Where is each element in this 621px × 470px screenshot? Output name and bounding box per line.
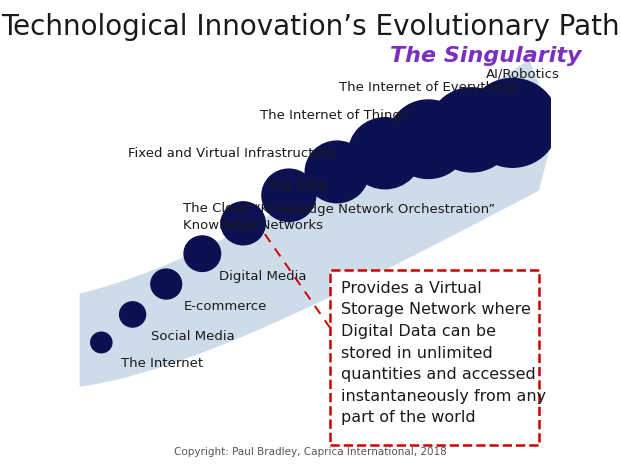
Circle shape [184,236,220,272]
Text: Provides a Virtual
Storage Network where
Digital Data can be
stored in unlimited: Provides a Virtual Storage Network where… [341,281,546,425]
Circle shape [151,269,181,299]
Circle shape [120,302,145,327]
Circle shape [428,88,515,172]
Text: The Singularity: The Singularity [390,46,582,66]
Circle shape [262,169,316,221]
Text: “Knowledge Network Orchestration”: “Knowledge Network Orchestration” [254,203,495,216]
Text: The Internet: The Internet [120,357,202,370]
FancyBboxPatch shape [330,270,539,445]
Text: The Internet of Things: The Internet of Things [260,110,408,122]
Text: Social Media: Social Media [151,330,235,343]
Text: Digital Media: Digital Media [219,270,307,282]
Text: Fixed and Virtual Infrastructure: Fixed and Virtual Infrastructure [128,147,335,160]
Polygon shape [79,60,556,387]
Text: Big Data: Big Data [270,179,327,191]
Text: The Cloud
Knowledge Networks: The Cloud Knowledge Networks [183,203,323,232]
Circle shape [388,100,469,179]
Text: Copyright: Paul Bradley, Caprica International, 2018: Copyright: Paul Bradley, Caprica Interna… [174,447,447,457]
Circle shape [221,202,265,245]
Text: Technological Innovation’s Evolutionary Path: Technological Innovation’s Evolutionary … [1,13,620,41]
Text: AI/Robotics: AI/Robotics [486,67,560,80]
Circle shape [305,141,369,203]
Text: E-commerce: E-commerce [184,299,268,313]
Circle shape [348,118,422,189]
Circle shape [91,332,112,353]
Text: The Internet of Everything: The Internet of Everything [339,81,515,94]
Circle shape [467,78,558,167]
